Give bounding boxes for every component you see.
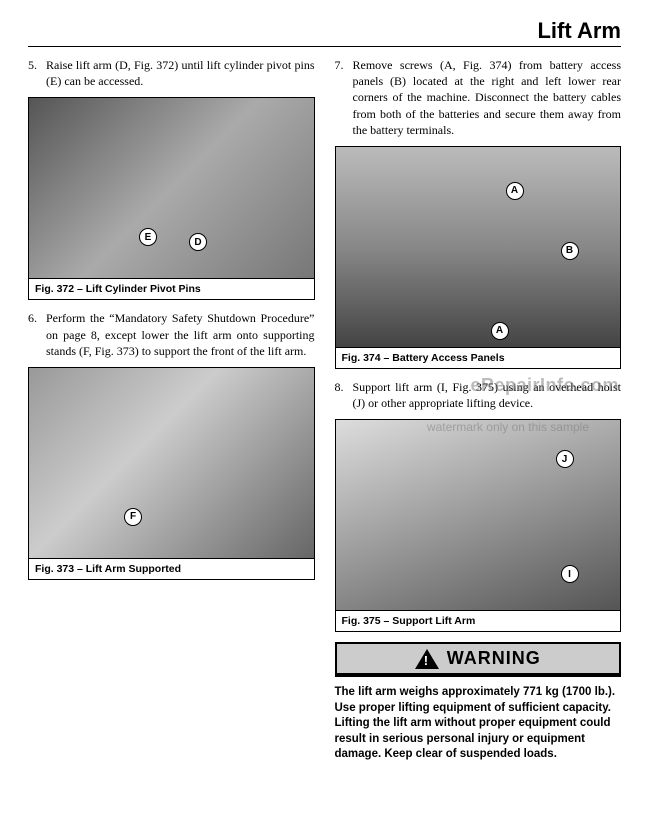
figure-374: A B A Fig. 374 – Battery Access Panels xyxy=(335,146,622,369)
figure-375-caption: Fig. 375 – Support Lift Arm xyxy=(336,610,621,631)
step-7: 7. Remove screws (A, Fig. 374) from batt… xyxy=(335,57,622,138)
step-text: Remove screws (A, Fig. 374) from battery… xyxy=(353,57,622,138)
figure-372-image: E D xyxy=(29,98,314,278)
callout-F: F xyxy=(124,508,142,526)
two-column-layout: 5. Raise lift arm (D, Fig. 372) until li… xyxy=(28,57,621,763)
warning-box: WARNING xyxy=(335,642,622,677)
step-6: 6. Perform the “Mandatory Safety Shutdow… xyxy=(28,310,315,359)
figure-374-caption: Fig. 374 – Battery Access Panels xyxy=(336,347,621,368)
watermark-sub: watermark only on this sample xyxy=(427,420,589,434)
step-number: 7. xyxy=(335,57,353,138)
figure-374-image: A B A xyxy=(336,147,621,347)
figure-373-image: F xyxy=(29,368,314,558)
warning-triangle-icon xyxy=(415,649,439,669)
figure-373-caption: Fig. 373 – Lift Arm Supported xyxy=(29,558,314,579)
step-text: Perform the “Mandatory Safety Shutdown P… xyxy=(46,310,315,359)
warning-header: WARNING xyxy=(337,644,620,675)
figure-373: F Fig. 373 – Lift Arm Supported xyxy=(28,367,315,580)
warning-body: The lift arm weighs approximately 771 kg… xyxy=(335,685,622,763)
watermark-main: eRepairInfo.com xyxy=(470,375,619,396)
figure-375-image: J I xyxy=(336,420,621,610)
step-number: 8. xyxy=(335,379,353,411)
figure-372-caption: Fig. 372 – Lift Cylinder Pivot Pins xyxy=(29,278,314,299)
right-column: 7. Remove screws (A, Fig. 374) from batt… xyxy=(335,57,622,763)
callout-A-top: A xyxy=(506,182,524,200)
figure-372: E D Fig. 372 – Lift Cylinder Pivot Pins xyxy=(28,97,315,300)
callout-A-bottom: A xyxy=(491,322,509,340)
page-title: Lift Arm xyxy=(28,18,621,47)
callout-J: J xyxy=(556,450,574,468)
step-number: 5. xyxy=(28,57,46,89)
step-text: Raise lift arm (D, Fig. 372) until lift … xyxy=(46,57,315,89)
callout-D: D xyxy=(189,233,207,251)
left-column: 5. Raise lift arm (D, Fig. 372) until li… xyxy=(28,57,315,763)
callout-B: B xyxy=(561,242,579,260)
figure-375: J I Fig. 375 – Support Lift Arm xyxy=(335,419,622,632)
callout-E: E xyxy=(139,228,157,246)
step-5: 5. Raise lift arm (D, Fig. 372) until li… xyxy=(28,57,315,89)
callout-I: I xyxy=(561,565,579,583)
step-number: 6. xyxy=(28,310,46,359)
warning-label: WARNING xyxy=(447,648,541,669)
